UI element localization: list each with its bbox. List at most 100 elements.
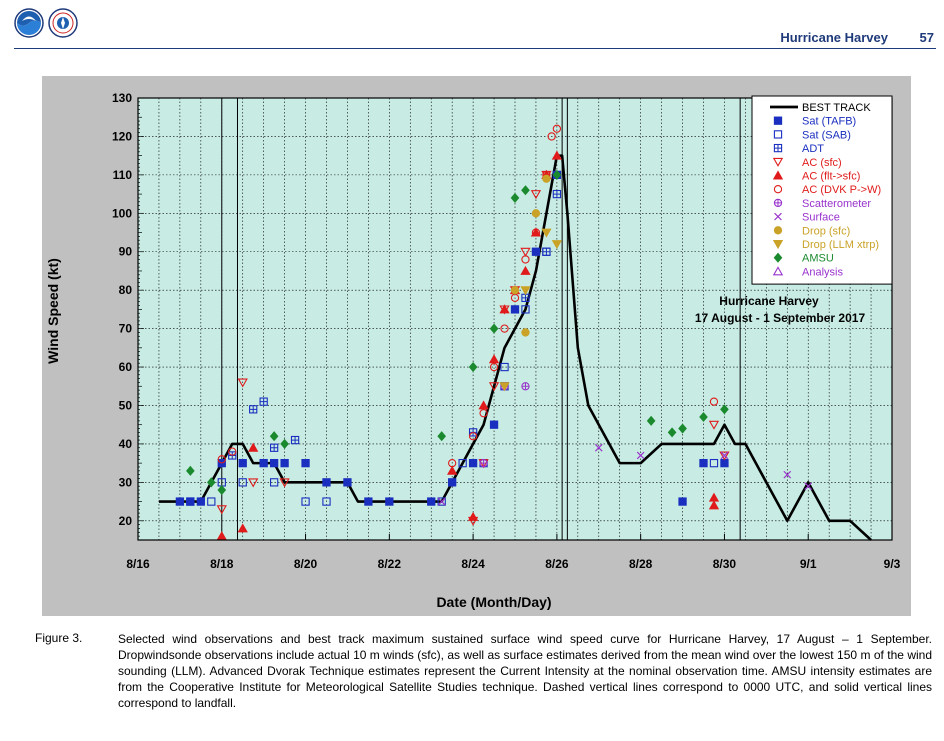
amsu-point: [269, 431, 279, 442]
x-tick-label: 8/28: [629, 557, 653, 571]
legend-label-ac-dvk-p-w: AC (DVK P->W): [802, 184, 881, 196]
figure-panel: 20 30 40 50 60 70 80 90 100 110 120 130 8/16 8/18 8/20…: [42, 76, 911, 616]
y-tick-label: 100: [112, 206, 132, 220]
header-divider: [14, 48, 936, 49]
ac-dvk-p-w-point: [531, 228, 541, 237]
ac-flt-sfc-point: [499, 304, 510, 314]
amsu-point: [217, 484, 227, 496]
sat-tafb-point: [531, 247, 541, 256]
legend-label-best-track: BEST TRACK: [802, 102, 871, 114]
ac-sfc-point: [248, 478, 259, 488]
adt-point: [290, 435, 300, 445]
legend-marker-ac-sfc: [772, 157, 784, 167]
sat-tafb-point: [186, 497, 195, 506]
sat-sab-point: [207, 497, 216, 506]
amsu-point: [667, 427, 677, 438]
amsu-point: [720, 404, 729, 415]
legend-marker-drop-sfc: [773, 226, 783, 235]
y-tick-label: 70: [119, 322, 133, 336]
page-header: Hurricane Harvey 57: [0, 0, 944, 50]
sat-tafb-point: [489, 420, 499, 429]
legend: BEST TRACK Sat (TAFB)Sat (SAB) ADT AC (sfc)…: [751, 95, 893, 285]
legend-label-ac-sfc: AC (sfc): [802, 157, 842, 169]
drop-sfc-point: [542, 174, 551, 183]
y-tick-label: 50: [119, 398, 133, 412]
wind-speed-chart: 20 30 40 50 60 70 80 90 100 110 120 130 8/16 8/18 8/20…: [45, 91, 901, 610]
ac-dvk-p-w-point: [468, 432, 478, 441]
amsu-point: [280, 438, 289, 449]
legend-label-surface: Surface: [802, 212, 840, 224]
y-tick-label: 90: [119, 245, 133, 259]
sat-sab-point: [500, 362, 509, 372]
sat-tafb-point: [385, 497, 394, 506]
sat-tafb-point: [468, 458, 478, 468]
amsu-point: [521, 185, 530, 196]
sat-sab-point: [186, 497, 195, 506]
sat-tafb-point: [720, 458, 729, 468]
drop-llm-xtrp-point: [520, 286, 531, 296]
sat-sab-point: [269, 478, 279, 487]
sat-tafb-point: [678, 497, 687, 506]
amsu-point: [699, 411, 708, 423]
sat-sab-point: [521, 305, 530, 314]
y-tick-label: 130: [112, 91, 132, 105]
legend-marker-sat-sab: [773, 130, 783, 139]
surface-point: [804, 482, 813, 491]
sat-tafb-point: [448, 478, 457, 487]
scatterometer-point: [479, 458, 488, 468]
ac-dvk-p-w-point: [547, 132, 556, 141]
legend-label-amsu: AMSU: [802, 253, 834, 265]
x-tick-label: 8/30: [713, 557, 737, 571]
x-tick-label: 9/1: [800, 557, 817, 571]
y-axis-title: Wind Speed (kt): [45, 258, 61, 364]
amsu-point: [678, 423, 687, 434]
sat-tafb-point: [196, 497, 205, 506]
legend-marker-amsu: [773, 252, 783, 263]
best-track-line: [158, 154, 872, 541]
ac-dvk-p-w-point: [709, 397, 719, 406]
amsu-point: [468, 361, 478, 373]
ac-dvk-p-w-point: [228, 447, 237, 456]
sat-sab-point: [458, 458, 467, 468]
legend-label-drop-llm-xtrp: Drop (LLM xtrp): [802, 239, 879, 251]
legend-label-analysis: Analysis: [802, 266, 843, 278]
page-number: 57: [919, 30, 934, 45]
ac-dvk-p-w-point: [479, 409, 488, 418]
amsu-point: [646, 415, 656, 426]
adt-point: [259, 397, 268, 406]
sat-sab-point: [437, 497, 446, 506]
legend-marker-analysis: [772, 266, 784, 276]
sat-tafb-point: [510, 305, 520, 314]
ac-sfc-point: [530, 190, 542, 200]
legend-label-sat-sab: Sat (SAB): [802, 129, 851, 141]
ac-flt-sfc-point: [708, 500, 720, 510]
legend-label-sat-tafb: Sat (TAFB): [802, 116, 856, 128]
ac-sfc-point: [520, 247, 531, 257]
x-tick-label: 8/20: [294, 557, 318, 571]
amsu-point: [437, 431, 447, 442]
ac-flt-sfc-point: [237, 523, 248, 533]
legend-label-scatterometer: Scatterometer: [802, 198, 871, 210]
legend-box: [751, 95, 893, 285]
ac-sfc-point: [279, 478, 290, 488]
ac-flt-sfc-point: [467, 511, 479, 521]
ac-flt-sfc-point: [488, 354, 500, 364]
drop-sfc-point: [510, 286, 520, 295]
sat-sab-point: [238, 478, 247, 487]
sat-tafb-point: [238, 458, 247, 468]
legend-marker-ac-dvk-p-w: [773, 185, 783, 194]
surface-point: [437, 497, 446, 506]
amsu-point: [489, 323, 499, 334]
sat-tafb-point: [699, 458, 708, 468]
amsu-point: [510, 192, 520, 203]
ac-dvk-p-w-point: [521, 255, 530, 264]
noaa-logo: [14, 8, 44, 38]
ac-sfc-point: [719, 451, 730, 461]
sat-sab-point: [709, 458, 719, 468]
ac-dvk-p-w-point: [500, 324, 509, 333]
sat-sab-point: [322, 497, 331, 506]
sat-tafb-point: [175, 497, 185, 506]
surface-point: [636, 451, 645, 460]
scatterometer-point: [521, 382, 530, 391]
x-tick-label: 9/3: [884, 557, 901, 571]
